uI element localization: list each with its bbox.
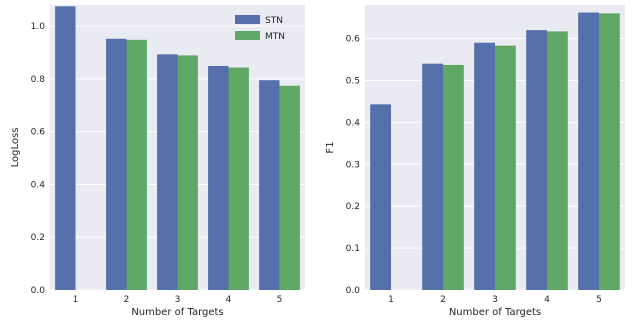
chart-panel-1: 0.0 0.2 0.4 0.6 0.8 1.0 1 2 3 4 5 Number of Targets… — [10, 5, 305, 318]
bar-mtn-2 — [126, 39, 147, 291]
x-tick-label: 4 — [226, 295, 232, 305]
y-axis-label: LogLoss — [10, 128, 21, 168]
y-tick-label: 0.6 — [346, 35, 361, 45]
bar-stn-5 — [578, 12, 599, 290]
chart-panel-2: 0.0 0.1 0.2 0.3 0.4 0.5 0.6 1 2 3 4 5 Number of Targ… — [325, 5, 625, 318]
x-tick-label: 4 — [544, 295, 550, 305]
bar-stn-2 — [422, 63, 443, 291]
bar-mtn-3 — [177, 55, 198, 291]
bar-stn-1 — [55, 6, 76, 290]
y-tick-label: 0.2 — [31, 233, 45, 243]
bar-stn-5 — [259, 80, 280, 290]
bar-mtn-3 — [495, 45, 516, 290]
x-axis-label: Number of Targets — [449, 307, 541, 318]
legend-swatch-mtn — [235, 31, 260, 40]
x-tick-label: 3 — [492, 295, 498, 305]
y-tick-label: 0.8 — [31, 75, 46, 85]
bar-mtn-5 — [599, 13, 620, 290]
y-tick-label: 0.4 — [31, 180, 46, 190]
x-tick-label: 1 — [388, 295, 394, 305]
bar-mtn-2 — [443, 64, 464, 290]
y-tick-label: 0.6 — [31, 128, 46, 138]
y-tick-label: 0.0 — [346, 286, 361, 296]
x-tick-label: 5 — [277, 295, 283, 305]
legend-swatch-stn — [235, 15, 260, 24]
x-tick-label: 5 — [596, 295, 602, 305]
x-tick-label: 2 — [124, 295, 130, 305]
y-axis-label: F1 — [325, 141, 336, 153]
y-tick-label: 0.2 — [346, 202, 360, 212]
bar-mtn-5 — [279, 85, 300, 290]
x-tick-label: 1 — [73, 295, 79, 305]
legend-label-stn: STN — [265, 16, 283, 26]
bar-mtn-4 — [547, 31, 568, 290]
y-tick-label: 1.0 — [31, 22, 46, 32]
bar-stn-2 — [106, 38, 127, 291]
x-tick-label: 2 — [440, 295, 446, 305]
y-tick-label: 0.0 — [31, 286, 46, 296]
bar-stn-1 — [370, 104, 391, 291]
bar-stn-4 — [208, 65, 229, 290]
y-tick-label: 0.5 — [346, 76, 360, 86]
x-tick-label: 3 — [175, 295, 181, 305]
y-tick-label: 0.1 — [346, 244, 360, 254]
bar-mtn-4 — [228, 67, 249, 291]
bar-stn-3 — [157, 54, 178, 290]
y-tick-label: 0.4 — [346, 118, 361, 128]
legend: STN MTN — [235, 15, 285, 42]
y-tick-label: 0.3 — [346, 160, 360, 170]
bar-stn-4 — [526, 30, 547, 290]
bar-stn-3 — [474, 42, 495, 291]
legend-label-mtn: MTN — [265, 32, 285, 42]
x-axis-label: Number of Targets — [131, 307, 223, 318]
